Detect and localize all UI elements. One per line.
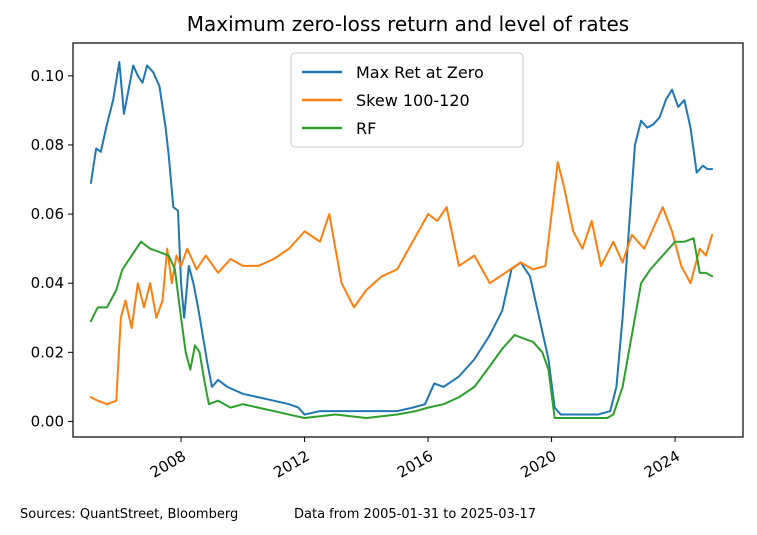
y-tick-label-5: 0.10 [31,67,64,85]
x-axis: 2008 2012 2016 2020 2024 [147,437,683,482]
legend-label-rf: RF [356,119,376,138]
sources-note: Sources: QuantStreet, Bloomberg [20,507,238,522]
series-layer [89,61,714,419]
series-line-skew-100-120 [89,161,714,406]
x-tick-label-1: 2012 [270,447,312,482]
legend-label-skew-100-120: Skew 100-120 [356,91,470,110]
plot-frame [72,42,744,438]
date-range-note: Data from 2005-01-31 to 2025-03-17 [294,507,536,522]
series-line-max-ret-at-zero [89,61,714,416]
x-tick-label-3: 2020 [518,447,560,482]
series-line-rf [89,237,714,419]
x-tick-label-0: 2008 [147,447,189,482]
y-tick-label-1: 0.02 [31,343,64,361]
y-axis: 0.00 0.02 0.04 0.06 0.08 0.10 [31,67,73,430]
x-tick-label-4: 2024 [641,447,683,482]
y-tick-label-3: 0.06 [31,205,64,223]
chart-title: Maximum zero-loss return and level of ra… [187,12,629,36]
x-tick-label-2: 2016 [394,447,436,482]
y-tick-label-4: 0.08 [31,136,64,154]
y-tick-label-0: 0.00 [31,412,64,430]
legend-box [290,52,524,148]
legend: Max Ret at Zero Skew 100-120 RF [290,52,524,148]
legend-label-max-ret-at-zero: Max Ret at Zero [356,63,484,82]
y-tick-label-2: 0.04 [31,274,64,292]
